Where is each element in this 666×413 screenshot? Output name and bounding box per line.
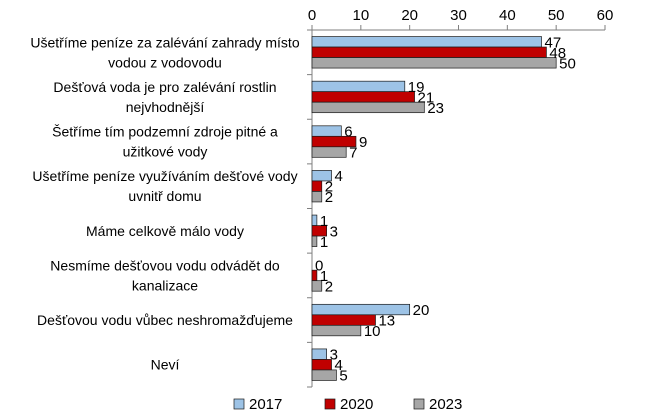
value-label: 47 [545,34,562,51]
category-label: Neví [151,357,180,373]
value-label: 3 [330,223,338,240]
bar-2020 [311,91,415,103]
bar-2017 [311,214,318,226]
x-tick-label: 20 [401,7,418,24]
category-label: Dešťová voda je pro zalévání rostlin nejv… [53,79,276,115]
x-tick-label: 50 [548,7,565,24]
value-label: 6 [344,124,352,141]
value-label: 48 [549,45,566,62]
value-label: 0 [315,257,323,274]
bar-2017 [311,36,542,48]
legend-label-2023: 2023 [429,396,462,413]
category-label: Ušetříme peníze za zalévání zahrady míst… [30,34,299,70]
category-label: Ušetříme peníze využíváním dešťové vody u… [32,168,297,204]
value-label: 21 [418,89,435,106]
legend-label-2020: 2020 [340,396,373,413]
bar-2020 [311,46,547,58]
value-label: 3 [330,347,338,364]
bar-2023 [311,280,323,292]
bar-2017 [311,80,406,93]
legend-swatch-2023 [413,398,425,410]
category-label: Nesmíme dešťovou vodu odvádět do kanaliza… [50,257,280,293]
value-label: 19 [408,79,425,96]
bar-2023 [311,324,362,337]
value-label: 1 [320,213,328,230]
bar-2023 [311,235,318,247]
value-label: 7 [349,145,357,162]
x-tick-label: 0 [308,7,316,24]
category-labels: Ušetříme peníze za zalévání zahrady míst… [30,34,299,372]
value-label: 23 [427,100,444,117]
x-tick-label: 40 [499,7,516,24]
value-label: 2 [325,189,333,206]
category-label: Šetříme tím podzemní zdroje pitné a užitk… [52,124,278,160]
value-label: 13 [378,313,395,330]
bar-2023 [311,101,425,114]
bar-2023 [311,191,323,203]
value-label: 4 [335,168,343,185]
bar-2023 [311,369,337,381]
bar-2020 [311,180,323,192]
bar-2017 [311,348,327,360]
category-label: Máme celkově málo vody [86,223,244,239]
value-label: 4 [335,357,343,374]
bar-2020 [311,359,332,371]
bars [311,36,557,381]
value-label: 50 [559,55,576,72]
bar-2023 [311,57,557,69]
legend-swatch-2017 [233,398,245,410]
x-tick-label: 10 [352,7,369,24]
bar-2017 [311,125,342,137]
value-label: 1 [320,234,328,251]
legend: 2017 2020 2023 [233,396,462,413]
value-label: 9 [359,134,367,151]
value-label: 5 [339,368,347,385]
x-tick-label: 30 [450,7,467,24]
x-tick-label: 60 [597,7,614,24]
legend-label-2017: 2017 [249,396,282,413]
value-label: 1 [320,268,328,285]
value-label: 2 [325,278,333,295]
x-axis: 0 10 20 30 40 50 60 [307,7,614,388]
value-label: 10 [364,323,381,340]
value-label: 20 [413,302,430,319]
category-label: Dešťovou vodu vůbec neshromažďujeme [37,312,293,328]
bar-2023 [311,146,347,158]
bar-2020 [311,225,327,237]
value-label: 2 [325,179,333,196]
legend-swatch-2020 [324,398,336,410]
